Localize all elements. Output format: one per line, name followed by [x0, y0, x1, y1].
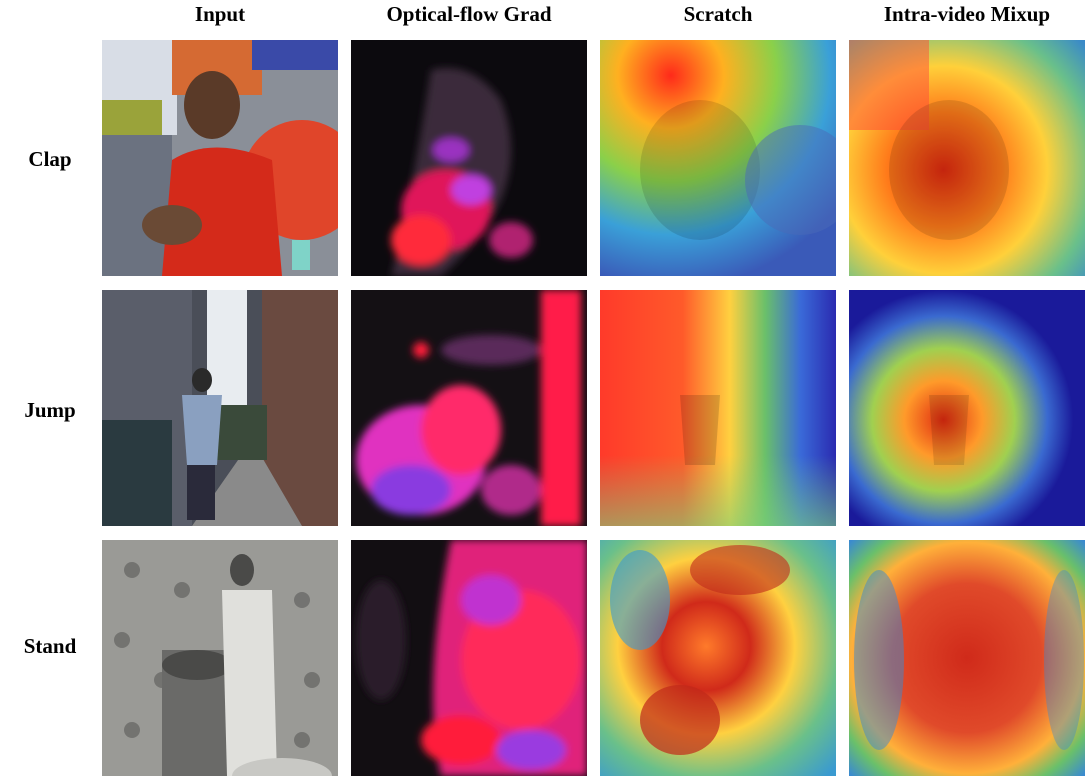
- jump-optical-flow-grad-image: [351, 290, 587, 526]
- column-header-scratch: Scratch: [683, 2, 753, 26]
- stand-input-image: [102, 540, 338, 776]
- clap-scratch-heatmap: [600, 40, 836, 276]
- column-header-intra-video-mixup: Intra-video Mixup: [883, 2, 1051, 26]
- clap-input-image: [102, 40, 338, 276]
- column-header-optical-flow-grad: Optical-flow Grad: [386, 2, 552, 26]
- jump-scratch-heatmap: [600, 290, 836, 526]
- stand-intra-video-mixup-heatmap: [849, 540, 1085, 776]
- row-label-stand: Stand: [23, 634, 77, 658]
- clap-intra-video-mixup-heatmap: [849, 40, 1085, 276]
- row-label-jump: Jump: [24, 398, 76, 422]
- jump-input-image: [102, 290, 338, 526]
- jump-intra-video-mixup-heatmap: [849, 290, 1085, 526]
- stand-scratch-heatmap: [600, 540, 836, 776]
- clap-optical-flow-grad-image: [351, 40, 587, 276]
- row-label-clap: Clap: [28, 147, 72, 171]
- stand-optical-flow-grad-image: [351, 540, 587, 776]
- column-header-input: Input: [194, 2, 246, 26]
